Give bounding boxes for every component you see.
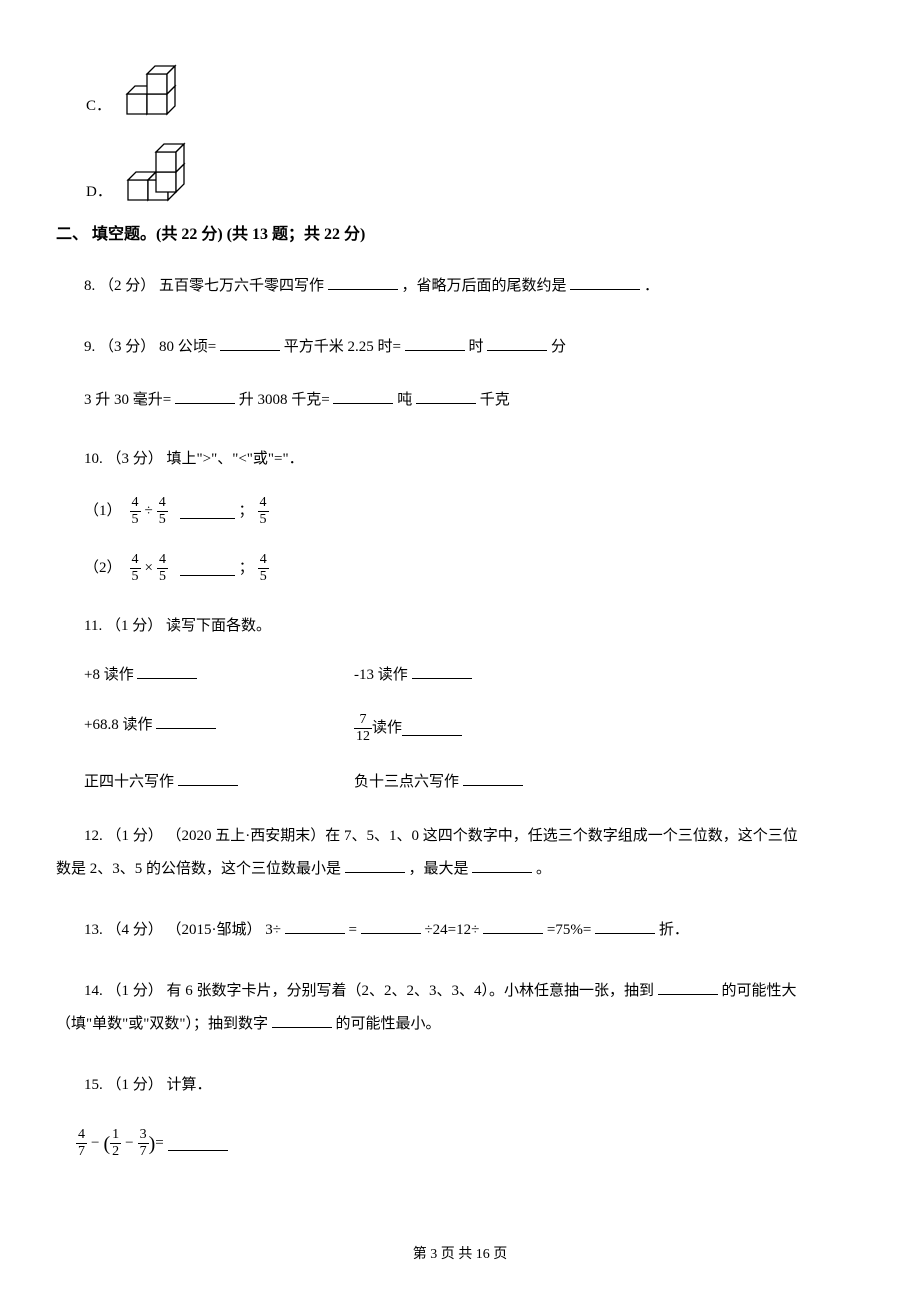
question-13: 13. （4 分） （2015·邹城） 3÷ = ÷24=12÷ =75%= 折… [84, 914, 864, 947]
question-10-head: 10. （3 分） 填上">"、"<"或"="． [84, 443, 864, 476]
q14-c: （填"单数"或"双数"）；抽到数字 [56, 1016, 268, 1032]
q11-r1a: +8 读作 [84, 667, 134, 683]
q10-sub2-label: （2） [84, 556, 122, 580]
q11-blank-6[interactable] [463, 771, 523, 786]
frac-7-12: 712 [354, 713, 372, 744]
frac-4-5-c: 45 [258, 496, 269, 527]
q12-d: 。 [536, 861, 551, 877]
q8-blank-1[interactable] [328, 275, 398, 290]
q14-blank-2[interactable] [272, 1013, 332, 1028]
minus-sign: − [91, 1127, 99, 1160]
q13-d: =75%= [547, 922, 591, 938]
q9-l2-b: 升 3008 千克= [239, 392, 330, 408]
q11-r2a: +68.8 读作 [84, 717, 152, 733]
q14-blank-1[interactable] [658, 980, 718, 995]
frac-4-5-f: 45 [258, 553, 269, 584]
semi-2: ； [239, 556, 254, 580]
q10-blank-2[interactable] [180, 561, 235, 576]
question-8: 8. （2 分） 五百零七万六千零四写作 ，省略万后面的尾数约是 ． [84, 270, 864, 303]
q12-blank-1[interactable] [345, 858, 405, 873]
question-10-sub2: （2） 45 × 45 ； 45 [84, 553, 864, 584]
semi-1: ； [239, 499, 254, 523]
question-11-row2: +68.8 读作 712 读作 [84, 713, 864, 744]
q9-blank-3[interactable] [487, 336, 547, 351]
question-15-head: 15. （1 分） 计算． [84, 1069, 864, 1102]
q13-blank-1[interactable] [285, 919, 345, 934]
q11-blank-1[interactable] [137, 664, 197, 679]
question-11-row1: +8 读作 -13 读作 [84, 663, 864, 687]
q11-r1b: -13 读作 [354, 667, 408, 683]
q13-e: 折． [659, 922, 689, 938]
question-14: 14. （1 分） 有 6 张数字卡片，分别写着（2、2、2、3、3、4）。小林… [84, 975, 864, 1041]
q13-blank-2[interactable] [361, 919, 421, 934]
section-2-header: 二、 填空题。(共 22 分) (共 13 题；共 22 分) [56, 222, 864, 248]
q13-blank-4[interactable] [595, 919, 655, 934]
frac-4-5-d: 45 [130, 553, 141, 584]
q9-l2-d: 千克 [480, 392, 510, 408]
q8-text-c: ． [644, 278, 659, 294]
question-9-line2: 3 升 30 毫升= 升 3008 千克= 吨 千克 [84, 384, 864, 417]
page-footer: 第 3 页 共 16 页 [0, 1244, 920, 1266]
question-9-line1: 9. （3 分） 80 公顷= 平方千米 2.25 时= 时 分 [84, 331, 864, 364]
q9-l2-c: 吨 [397, 392, 412, 408]
q10-blank-1[interactable] [180, 504, 235, 519]
q12-blank-2[interactable] [472, 858, 532, 873]
q9-blank-4[interactable] [175, 389, 235, 404]
q9-blank-5[interactable] [333, 389, 393, 404]
q11-r2b: 读作 [372, 716, 402, 740]
q9-l1-b: 平方千米 2.25 时= [284, 339, 401, 355]
q12-a: 12. （1 分） （2020 五上·西安期末）在 7、5、1、0 这四个数字中… [84, 828, 798, 844]
frac-4-5-a: 45 [130, 496, 141, 527]
frac-4-5-e: 45 [157, 553, 168, 584]
q9-blank-1[interactable] [220, 336, 280, 351]
question-11-row3: 正四十六写作 负十三点六写作 [84, 770, 864, 794]
div-sign: ÷ [145, 499, 153, 523]
q11-blank-2[interactable] [412, 664, 472, 679]
q8-blank-2[interactable] [570, 275, 640, 290]
question-15-expr: 47 − ( 12 − 37 ) = [76, 1122, 864, 1166]
question-10-sub1: （1） 45 ÷ 45 ； 45 [84, 496, 864, 527]
cubes-c-icon [121, 50, 203, 118]
option-c-label: C． [86, 94, 111, 118]
minus-sign-2: − [125, 1127, 133, 1160]
q9-l1-d: 分 [551, 339, 566, 355]
frac-1-2: 12 [110, 1128, 121, 1159]
mul-sign: × [145, 556, 153, 580]
q9-l1-c: 时 [468, 339, 483, 355]
q9-l2-a: 3 升 30 毫升= [84, 392, 171, 408]
q15-blank[interactable] [168, 1136, 228, 1151]
q14-d: 的可能性最小。 [336, 1016, 441, 1032]
eq-sign: = [155, 1127, 163, 1160]
q8-text-a: 8. （2 分） 五百零七万六千零四写作 [84, 278, 324, 294]
q13-blank-3[interactable] [483, 919, 543, 934]
option-d-row: D． [86, 136, 864, 204]
q10-sub1-label: （1） [84, 499, 122, 523]
cubes-d-icon [122, 136, 214, 204]
q11-blank-5[interactable] [178, 771, 238, 786]
question-12: 12. （1 分） （2020 五上·西安期末）在 7、5、1、0 这四个数字中… [84, 820, 864, 886]
q13-b: = [348, 922, 356, 938]
q12-c: ，最大是 [409, 861, 469, 877]
q8-text-b: ，省略万后面的尾数约是 [402, 278, 567, 294]
option-c-row: C． [86, 50, 864, 118]
frac-4-7: 47 [76, 1128, 87, 1159]
q9-blank-2[interactable] [405, 336, 465, 351]
q9-blank-6[interactable] [416, 389, 476, 404]
q13-a: 13. （4 分） （2015·邹城） 3÷ [84, 922, 281, 938]
q11-r3a: 正四十六写作 [84, 774, 174, 790]
q11-blank-4[interactable] [402, 721, 462, 736]
q11-blank-3[interactable] [156, 714, 216, 729]
q14-a: 14. （1 分） 有 6 张数字卡片，分别写着（2、2、2、3、3、4）。小林… [84, 983, 654, 999]
q13-c: ÷24=12÷ [424, 922, 479, 938]
q14-b: 的可能性大 [722, 983, 797, 999]
frac-3-7: 37 [138, 1128, 149, 1159]
option-d-label: D． [86, 180, 112, 204]
lparen: ( [103, 1122, 110, 1166]
question-11-head: 11. （1 分） 读写下面各数。 [84, 610, 864, 643]
q12-b: 数是 2、3、5 的公倍数，这个三位数最小是 [56, 861, 341, 877]
q11-r3b: 负十三点六写作 [354, 774, 459, 790]
frac-4-5-b: 45 [157, 496, 168, 527]
rparen: ) [149, 1122, 156, 1166]
q9-l1-a: 9. （3 分） 80 公顷= [84, 339, 216, 355]
